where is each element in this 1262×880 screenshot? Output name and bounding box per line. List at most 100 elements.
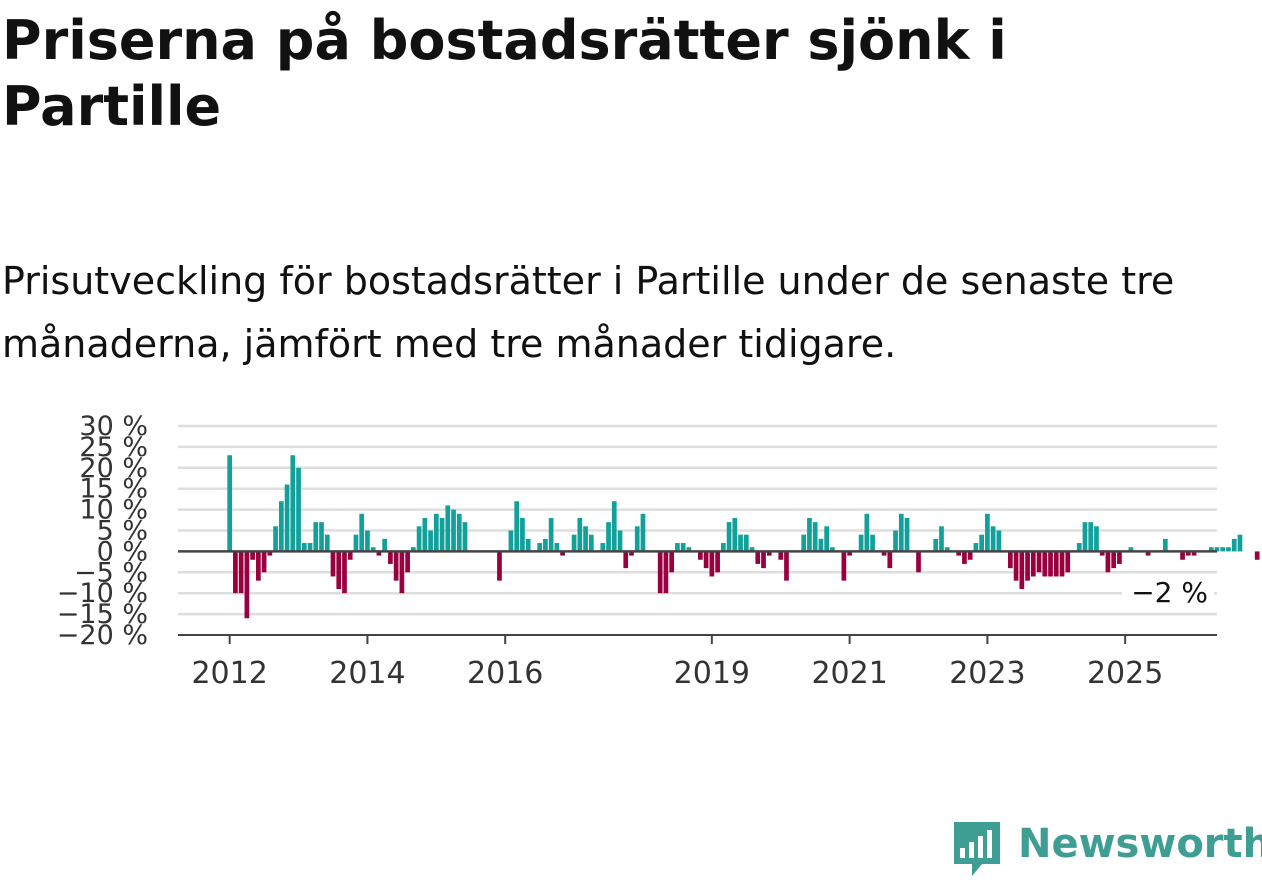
- bar: [370, 547, 376, 552]
- bar: [812, 522, 818, 552]
- bar: [1048, 551, 1053, 577]
- bar: [1237, 534, 1243, 552]
- bar: [382, 538, 388, 552]
- bar: [267, 551, 273, 556]
- bar: [990, 526, 996, 552]
- bar: [1030, 551, 1036, 577]
- bar: [669, 551, 675, 573]
- bar: [617, 530, 623, 552]
- grid-lines: [178, 424, 1217, 616]
- bar: [979, 534, 984, 552]
- bar: [227, 455, 233, 552]
- bar: [629, 551, 634, 556]
- x-tick-label: 2023: [949, 656, 1025, 691]
- bar: [416, 526, 422, 552]
- bar: [1094, 526, 1099, 552]
- bar: [1076, 543, 1082, 552]
- bar: [342, 551, 347, 594]
- bar: [388, 551, 393, 564]
- bar: [1254, 551, 1260, 560]
- y-tick-label: 5 %: [97, 516, 148, 547]
- y-tick-label: −10 %: [57, 578, 148, 609]
- bar: [818, 538, 824, 552]
- bar: [1105, 551, 1111, 573]
- bar: [284, 484, 290, 552]
- bar: [600, 543, 606, 552]
- bar: [956, 551, 962, 556]
- bar: [233, 551, 238, 594]
- bar: [1007, 551, 1013, 569]
- bar: [726, 522, 732, 552]
- bar: [1025, 551, 1030, 581]
- bar: [537, 543, 542, 552]
- bar: [1231, 538, 1237, 552]
- bar: [399, 551, 405, 594]
- bar: [807, 517, 812, 552]
- bar: [663, 551, 669, 594]
- y-tick-label: 10 %: [79, 495, 148, 526]
- bar: [1145, 551, 1151, 556]
- bar: [640, 513, 646, 552]
- bar: [365, 530, 370, 552]
- bar: [887, 551, 893, 569]
- chart-subtitle: Prisutveckling för bostadsrätter i Parti…: [2, 259, 1175, 366]
- bar: [336, 551, 342, 590]
- bar: [1214, 547, 1220, 552]
- bar: [1185, 551, 1191, 556]
- bar: [1019, 551, 1025, 590]
- bar: [359, 513, 365, 552]
- bar: [428, 530, 433, 552]
- bar-chart: 30 %25 %20 %15 %10 %5 %0 %−5 %−10 %−15 %…: [57, 411, 1260, 691]
- y-tick-label: 0 %: [97, 536, 148, 567]
- bar: [514, 501, 520, 552]
- bar: [761, 551, 766, 569]
- bar: [1013, 551, 1019, 581]
- bar: [893, 530, 898, 552]
- bar: [250, 551, 255, 560]
- bar: [411, 547, 416, 552]
- y-tick-label: 20 %: [79, 453, 148, 484]
- bar: [680, 543, 686, 552]
- x-tick-label: 2016: [467, 656, 543, 691]
- bar: [824, 526, 830, 552]
- bar: [743, 534, 749, 552]
- bar: [898, 513, 904, 552]
- bar: [508, 530, 514, 552]
- bar: [571, 534, 577, 552]
- bar: [686, 547, 692, 552]
- bar: [858, 534, 864, 552]
- bar: [1226, 547, 1231, 552]
- bar: [1036, 551, 1042, 573]
- bar: [301, 543, 307, 552]
- x-tick-label: 2014: [329, 656, 405, 691]
- bar: [1042, 551, 1048, 577]
- bar: [1099, 551, 1105, 556]
- bar: [967, 551, 973, 560]
- bar: [916, 551, 921, 573]
- bar: [543, 538, 548, 552]
- bar: [766, 551, 772, 556]
- bar: [933, 538, 939, 552]
- bar: [1180, 551, 1185, 560]
- y-tick-label: −15 %: [57, 599, 148, 630]
- bar: [324, 534, 330, 552]
- x-tick-label: 2025: [1087, 656, 1163, 691]
- bar: [703, 551, 709, 569]
- bar: [451, 509, 456, 552]
- bar: [1111, 551, 1117, 569]
- bar: [973, 543, 979, 552]
- bar: [560, 551, 565, 556]
- bar: [985, 513, 990, 552]
- chart-title: Priserna på bostadsrätter sjönk i Partil…: [2, 9, 1007, 138]
- bar: [1117, 551, 1122, 564]
- x-tick-label: 2019: [674, 656, 750, 691]
- bar: [577, 517, 583, 552]
- bar: [1065, 551, 1071, 573]
- bar: [864, 513, 870, 552]
- bar: [238, 551, 244, 594]
- bar: [353, 534, 359, 552]
- bar: [433, 513, 439, 552]
- bar: [330, 551, 336, 577]
- bar: [548, 517, 554, 552]
- bar: [319, 522, 324, 552]
